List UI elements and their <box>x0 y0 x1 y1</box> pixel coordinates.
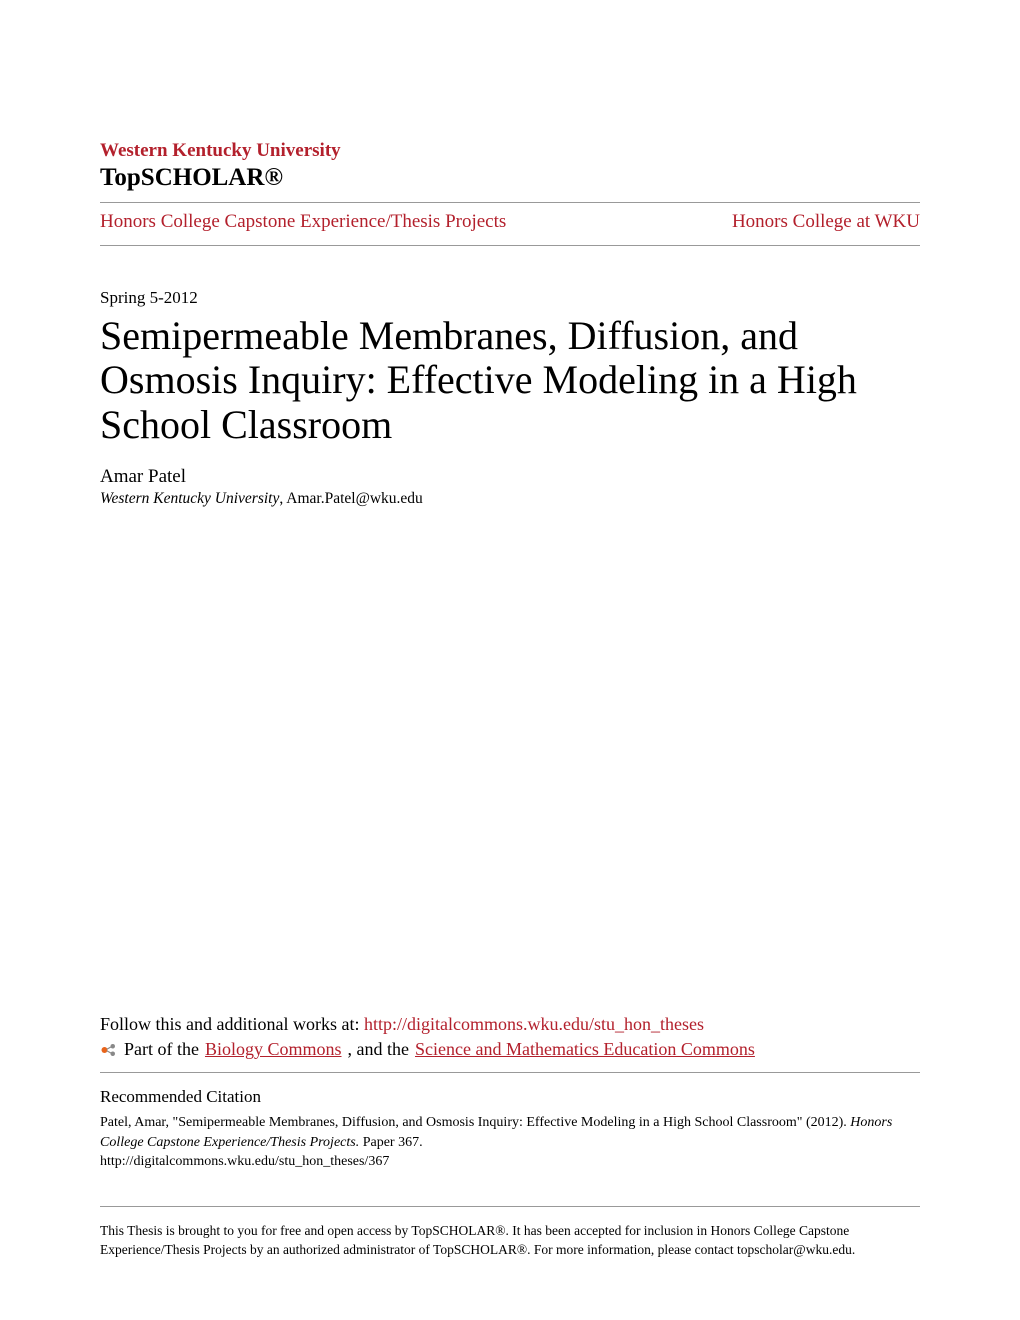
author-email: Amar.Patel@wku.edu <box>286 490 423 507</box>
follow-line: Follow this and additional works at: htt… <box>100 1014 920 1035</box>
divider-breadcrumb <box>100 245 920 246</box>
partof-prefix: Part of the <box>124 1039 199 1060</box>
partof-middle: , and the <box>348 1039 409 1060</box>
header-block: Western Kentucky University TopSCHOLAR® <box>100 140 920 192</box>
lower-block: Follow this and additional works at: htt… <box>100 1014 920 1260</box>
follow-url-link[interactable]: http://digitalcommons.wku.edu/stu_hon_th… <box>364 1014 704 1034</box>
paper-title: Semipermeable Membranes, Diffusion, and … <box>100 314 920 448</box>
breadcrumb-row: Honors College Capstone Experience/Thesi… <box>100 203 920 245</box>
author-name: Amar Patel <box>100 466 920 488</box>
citation-before-series: Patel, Amar, "Semipermeable Membranes, D… <box>100 1115 850 1130</box>
author-institution: Western Kentucky University <box>100 490 279 507</box>
footer-note: This Thesis is brought to you for free a… <box>100 1221 920 1260</box>
collection-link[interactable]: Honors College Capstone Experience/Thesi… <box>100 209 506 235</box>
recommended-citation-text: Patel, Amar, "Semipermeable Membranes, D… <box>100 1113 920 1172</box>
repository-name[interactable]: TopSCHOLAR® <box>100 164 920 192</box>
divider-footer <box>100 1206 920 1207</box>
partof-line: Part of the Biology Commons , and the Sci… <box>100 1039 920 1060</box>
publication-date: Spring 5-2012 <box>100 288 920 308</box>
author-affiliation: Western Kentucky University, Amar.Patel@… <box>100 490 920 508</box>
university-name: Western Kentucky University <box>100 140 920 162</box>
citation-url: http://digitalcommons.wku.edu/stu_hon_th… <box>100 1154 389 1169</box>
discipline-link-biology[interactable]: Biology Commons <box>205 1039 342 1060</box>
network-icon <box>100 1041 118 1059</box>
citation-paper: Paper 367. <box>359 1135 422 1150</box>
community-link[interactable]: Honors College at WKU <box>732 211 920 233</box>
follow-prefix: Follow this and additional works at: <box>100 1014 364 1034</box>
divider-citation-top <box>100 1072 920 1073</box>
recommended-citation-heading: Recommended Citation <box>100 1087 920 1107</box>
discipline-link-scimathed[interactable]: Science and Mathematics Education Common… <box>415 1039 755 1060</box>
